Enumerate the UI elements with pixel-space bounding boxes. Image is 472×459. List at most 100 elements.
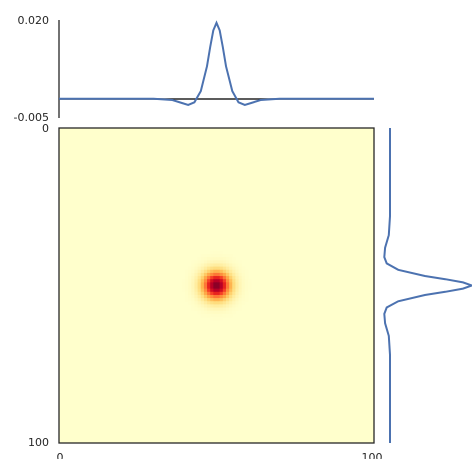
heatmap-cell: [222, 285, 227, 290]
heatmap-cell: [197, 304, 202, 308]
heatmap-cell: [241, 288, 246, 293]
heatmap-cell: [188, 266, 192, 271]
heatmap-cell: [207, 254, 211, 258]
heatmap-cell: [235, 269, 239, 274]
heatmap-cell: [213, 257, 217, 261]
heatmap-cell: [235, 288, 239, 293]
heatmap-cell: [229, 282, 233, 286]
heatmap-cell: [238, 272, 243, 277]
heatmap-cell: [191, 301, 195, 305]
heatmap-cell: [185, 298, 189, 302]
heatmap-cell: [200, 276, 205, 280]
heatmap-cell: [222, 288, 227, 293]
heatmap-cell: [210, 254, 214, 258]
heatmap-cell: [232, 257, 236, 261]
heatmap-cell: [210, 266, 214, 271]
heatmap-cell: [200, 257, 205, 261]
top-y-tick-min: -0.005: [14, 111, 49, 124]
heatmap-cell: [194, 279, 198, 283]
heatmap-cell: [213, 263, 217, 267]
heatmap-cell: [225, 279, 230, 283]
heatmap-cell: [232, 276, 236, 280]
heatmap-cell: [194, 272, 198, 277]
heatmap-cell: [203, 263, 208, 267]
heatmap-cell: [229, 263, 233, 267]
heatmap-cell: [219, 282, 224, 286]
heatmap-cell: [222, 260, 227, 264]
heatmap-cell: [244, 294, 249, 299]
heatmap-cell: [197, 310, 202, 315]
heatmap-cell: [200, 307, 205, 312]
heatmap-cell: [216, 313, 221, 318]
heatmap-cell: [197, 272, 202, 277]
heatmap-cell: [241, 301, 246, 305]
heatmap-cell: [203, 310, 208, 315]
heatmap-cell: [225, 269, 230, 274]
heatmap-cell: [210, 257, 214, 261]
heatmap-cell: [222, 307, 227, 312]
heatmap-cell: [235, 291, 239, 296]
heatmap-cell: [210, 279, 214, 283]
heatmap-cell: [191, 298, 195, 302]
heatmap-cells: [59, 128, 374, 443]
heatmap-cell: [194, 282, 198, 286]
heatmap-cell: [181, 288, 186, 293]
heatmap-cell: [210, 260, 214, 264]
heatmap-cell: [194, 276, 198, 280]
heatmap-cell: [232, 298, 236, 302]
heatmap-cell: [235, 285, 239, 290]
heatmap-cell: [213, 272, 217, 277]
heatmap-cell: [235, 301, 239, 305]
heatmap-cell: [219, 257, 224, 261]
heatmap-cell: [194, 288, 198, 293]
heatmap-cell: [191, 269, 195, 274]
heatmap-cell: [219, 263, 224, 267]
heatmap-cell: [185, 285, 189, 290]
heatmap-cell: [229, 301, 233, 305]
heatmap-cell: [213, 307, 217, 312]
heatmap-cell: [229, 260, 233, 264]
heatmap-cell: [213, 285, 217, 290]
heatmap-cell: [222, 294, 227, 299]
heatmap-cell: [229, 257, 233, 261]
heatmap-frame: [58, 127, 375, 444]
heatmap-cell: [222, 313, 227, 318]
heatmap-cell: [216, 254, 221, 258]
heatmap-x-tick-left: 0: [57, 451, 64, 459]
heatmap-cell: [244, 272, 249, 277]
heatmap-cell: [219, 298, 224, 302]
heatmap-cell: [248, 285, 252, 290]
heatmap-cell: [222, 291, 227, 296]
heatmap-cell: [203, 257, 208, 261]
heatmap-cell: [207, 307, 211, 312]
heatmap-cell: [210, 291, 214, 296]
heatmap-cell: [207, 304, 211, 308]
heatmap-cell: [219, 307, 224, 312]
heatmap-cell: [216, 257, 221, 261]
heatmap-cell: [225, 310, 230, 315]
heatmap-cell: [194, 263, 198, 267]
heatmap-cell: [181, 282, 186, 286]
heatmap-cell: [241, 298, 246, 302]
heatmap-cell: [194, 301, 198, 305]
heatmap-cell: [191, 282, 195, 286]
heatmap-cell: [216, 272, 221, 277]
heatmap-cell: [210, 285, 214, 290]
heatmap-cell: [210, 301, 214, 305]
heatmap-cell: [216, 263, 221, 267]
heatmap-cell: [225, 282, 230, 286]
heatmap-cell: [244, 282, 249, 286]
heatmap-cell: [248, 288, 252, 293]
heatmap-cell: [188, 276, 192, 280]
heatmap-cell: [235, 304, 239, 308]
heatmap-cell: [225, 288, 230, 293]
heatmap-cell: [219, 285, 224, 290]
heatmap-cell: [194, 266, 198, 271]
heatmap-cell: [238, 279, 243, 283]
heatmap-cell: [232, 310, 236, 315]
heatmap-cell: [191, 272, 195, 277]
top-marginal-panel: 0.020 -0.005: [14, 14, 374, 124]
heatmap-cell: [229, 288, 233, 293]
heatmap-cell: [238, 298, 243, 302]
heatmap-cell: [219, 304, 224, 308]
